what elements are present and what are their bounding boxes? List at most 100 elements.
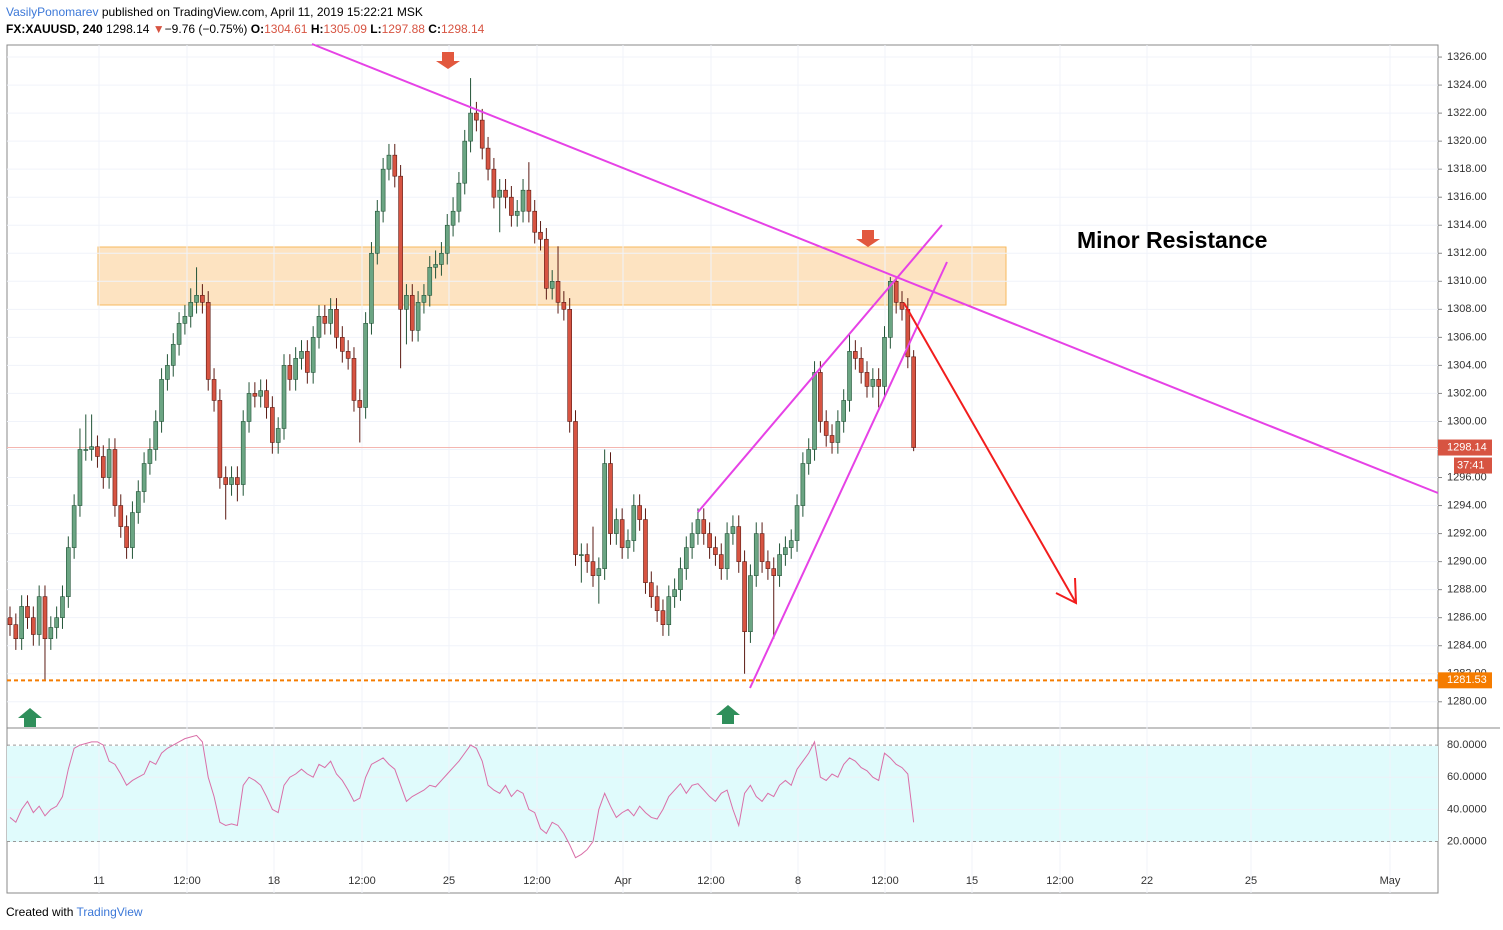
brand[interactable]: TradingView: [76, 905, 143, 919]
candle-body: [404, 295, 409, 310]
y-tick-label: 1312.00: [1447, 247, 1487, 259]
y-tick-label: 1292.00: [1447, 527, 1487, 539]
last-price-label: 1298.14: [1447, 441, 1487, 453]
o-label: O:: [250, 22, 265, 36]
candle-body: [858, 358, 864, 373]
x-tick-label: 25: [1245, 875, 1257, 887]
candle-body: [147, 449, 153, 464]
candle-body: [783, 547, 788, 555]
candle-body: [334, 309, 339, 338]
header-line: VasilyPonomarev published on TradingView…: [6, 4, 484, 21]
candle-body: [567, 309, 572, 422]
y-tick-label: 1326.00: [1447, 51, 1487, 63]
candle-body: [479, 119, 485, 149]
candle-body: [450, 210, 456, 226]
candle-body: [823, 421, 829, 436]
countdown-box: [1454, 457, 1492, 474]
x-tick-label: 8: [795, 875, 801, 887]
author[interactable]: VasilyPonomarev: [6, 5, 99, 19]
candle-body: [882, 337, 887, 387]
x-tick-label: 18: [268, 875, 280, 887]
x-tick-label: 22: [1141, 875, 1153, 887]
candle-body: [77, 449, 83, 506]
y-tick-label: 1280.00: [1447, 696, 1487, 708]
arrow-head: [1055, 577, 1078, 605]
candle-body: [841, 400, 846, 422]
x-tick-label: 12:00: [173, 875, 201, 887]
change: −9.76 (−0.75%): [164, 22, 248, 36]
candle-body: [666, 596, 672, 625]
candle-body: [165, 365, 170, 380]
rsi-tick-label: 40.0000: [1447, 803, 1487, 815]
candle-body: [695, 519, 701, 534]
y-tick-label: 1314.00: [1447, 219, 1487, 231]
candle-body: [130, 512, 135, 548]
candle-body: [106, 449, 112, 478]
y-tick-label: 1320.00: [1447, 135, 1487, 147]
support-box: [1438, 672, 1492, 689]
candle-body: [806, 449, 812, 464]
candle-body: [246, 393, 252, 422]
candle-body: [444, 224, 450, 254]
candle-body: [660, 610, 666, 625]
l: 1297.88: [381, 22, 425, 36]
candle-body: [829, 435, 835, 443]
candle-body: [678, 568, 683, 590]
candle-body: [299, 351, 304, 359]
candle-body: [491, 168, 497, 198]
candle-body: [514, 210, 520, 216]
candle-body: [619, 519, 625, 548]
candle-body: [118, 505, 124, 527]
x-tick-label: Apr: [614, 875, 631, 887]
x-tick-label: 12:00: [697, 875, 725, 887]
candle-body: [462, 140, 468, 184]
candle-body: [95, 446, 100, 457]
h: 1305.09: [323, 22, 367, 36]
candle-body: [71, 505, 77, 548]
candle-body: [31, 617, 36, 635]
c: 1298.14: [440, 22, 485, 36]
candle-body: [654, 596, 660, 611]
candle-body: [287, 365, 293, 380]
candle-body: [322, 316, 328, 324]
y-tick-label: 1316.00: [1447, 191, 1487, 203]
candle-body: [427, 266, 433, 296]
candle-body: [281, 365, 287, 429]
candle-body: [753, 533, 759, 576]
candle-body: [392, 154, 398, 177]
candle-body: [625, 540, 631, 548]
candle-body: [888, 281, 893, 338]
candle-body: [112, 449, 118, 506]
x-tick-label: May: [1380, 875, 1401, 887]
x-tick-label: 12:00: [348, 875, 376, 887]
down-arrow: [436, 52, 460, 69]
candle-body: [48, 627, 54, 640]
projection-arrow: [903, 302, 1077, 604]
candle-body: [235, 477, 240, 485]
candle-body: [689, 533, 695, 548]
wedge-line: [697, 224, 943, 513]
y-tick-label: 1294.00: [1447, 499, 1487, 511]
candle-body: [800, 463, 806, 506]
candle-body: [54, 617, 59, 628]
x-tick-label: 11: [93, 875, 104, 887]
candle-body: [316, 316, 322, 338]
arrow: ▼: [152, 22, 165, 36]
rsi-tick-label: 80.0000: [1447, 739, 1487, 751]
candle-body: [899, 302, 905, 310]
l-label: L:: [370, 22, 382, 36]
candle-body: [853, 351, 858, 359]
candle-body: [707, 533, 712, 548]
candle-body: [60, 596, 65, 618]
candle-body: [608, 463, 613, 534]
candle-body: [380, 168, 386, 212]
candle-body: [264, 390, 269, 408]
last: 1298.14: [106, 22, 150, 36]
candle-body: [421, 295, 427, 303]
candle-body: [573, 421, 578, 555]
candle-body: [788, 540, 794, 548]
y-tick-label: 1318.00: [1447, 163, 1487, 175]
wedge-line: [749, 261, 948, 689]
y-tick-label: 1290.00: [1447, 556, 1487, 568]
